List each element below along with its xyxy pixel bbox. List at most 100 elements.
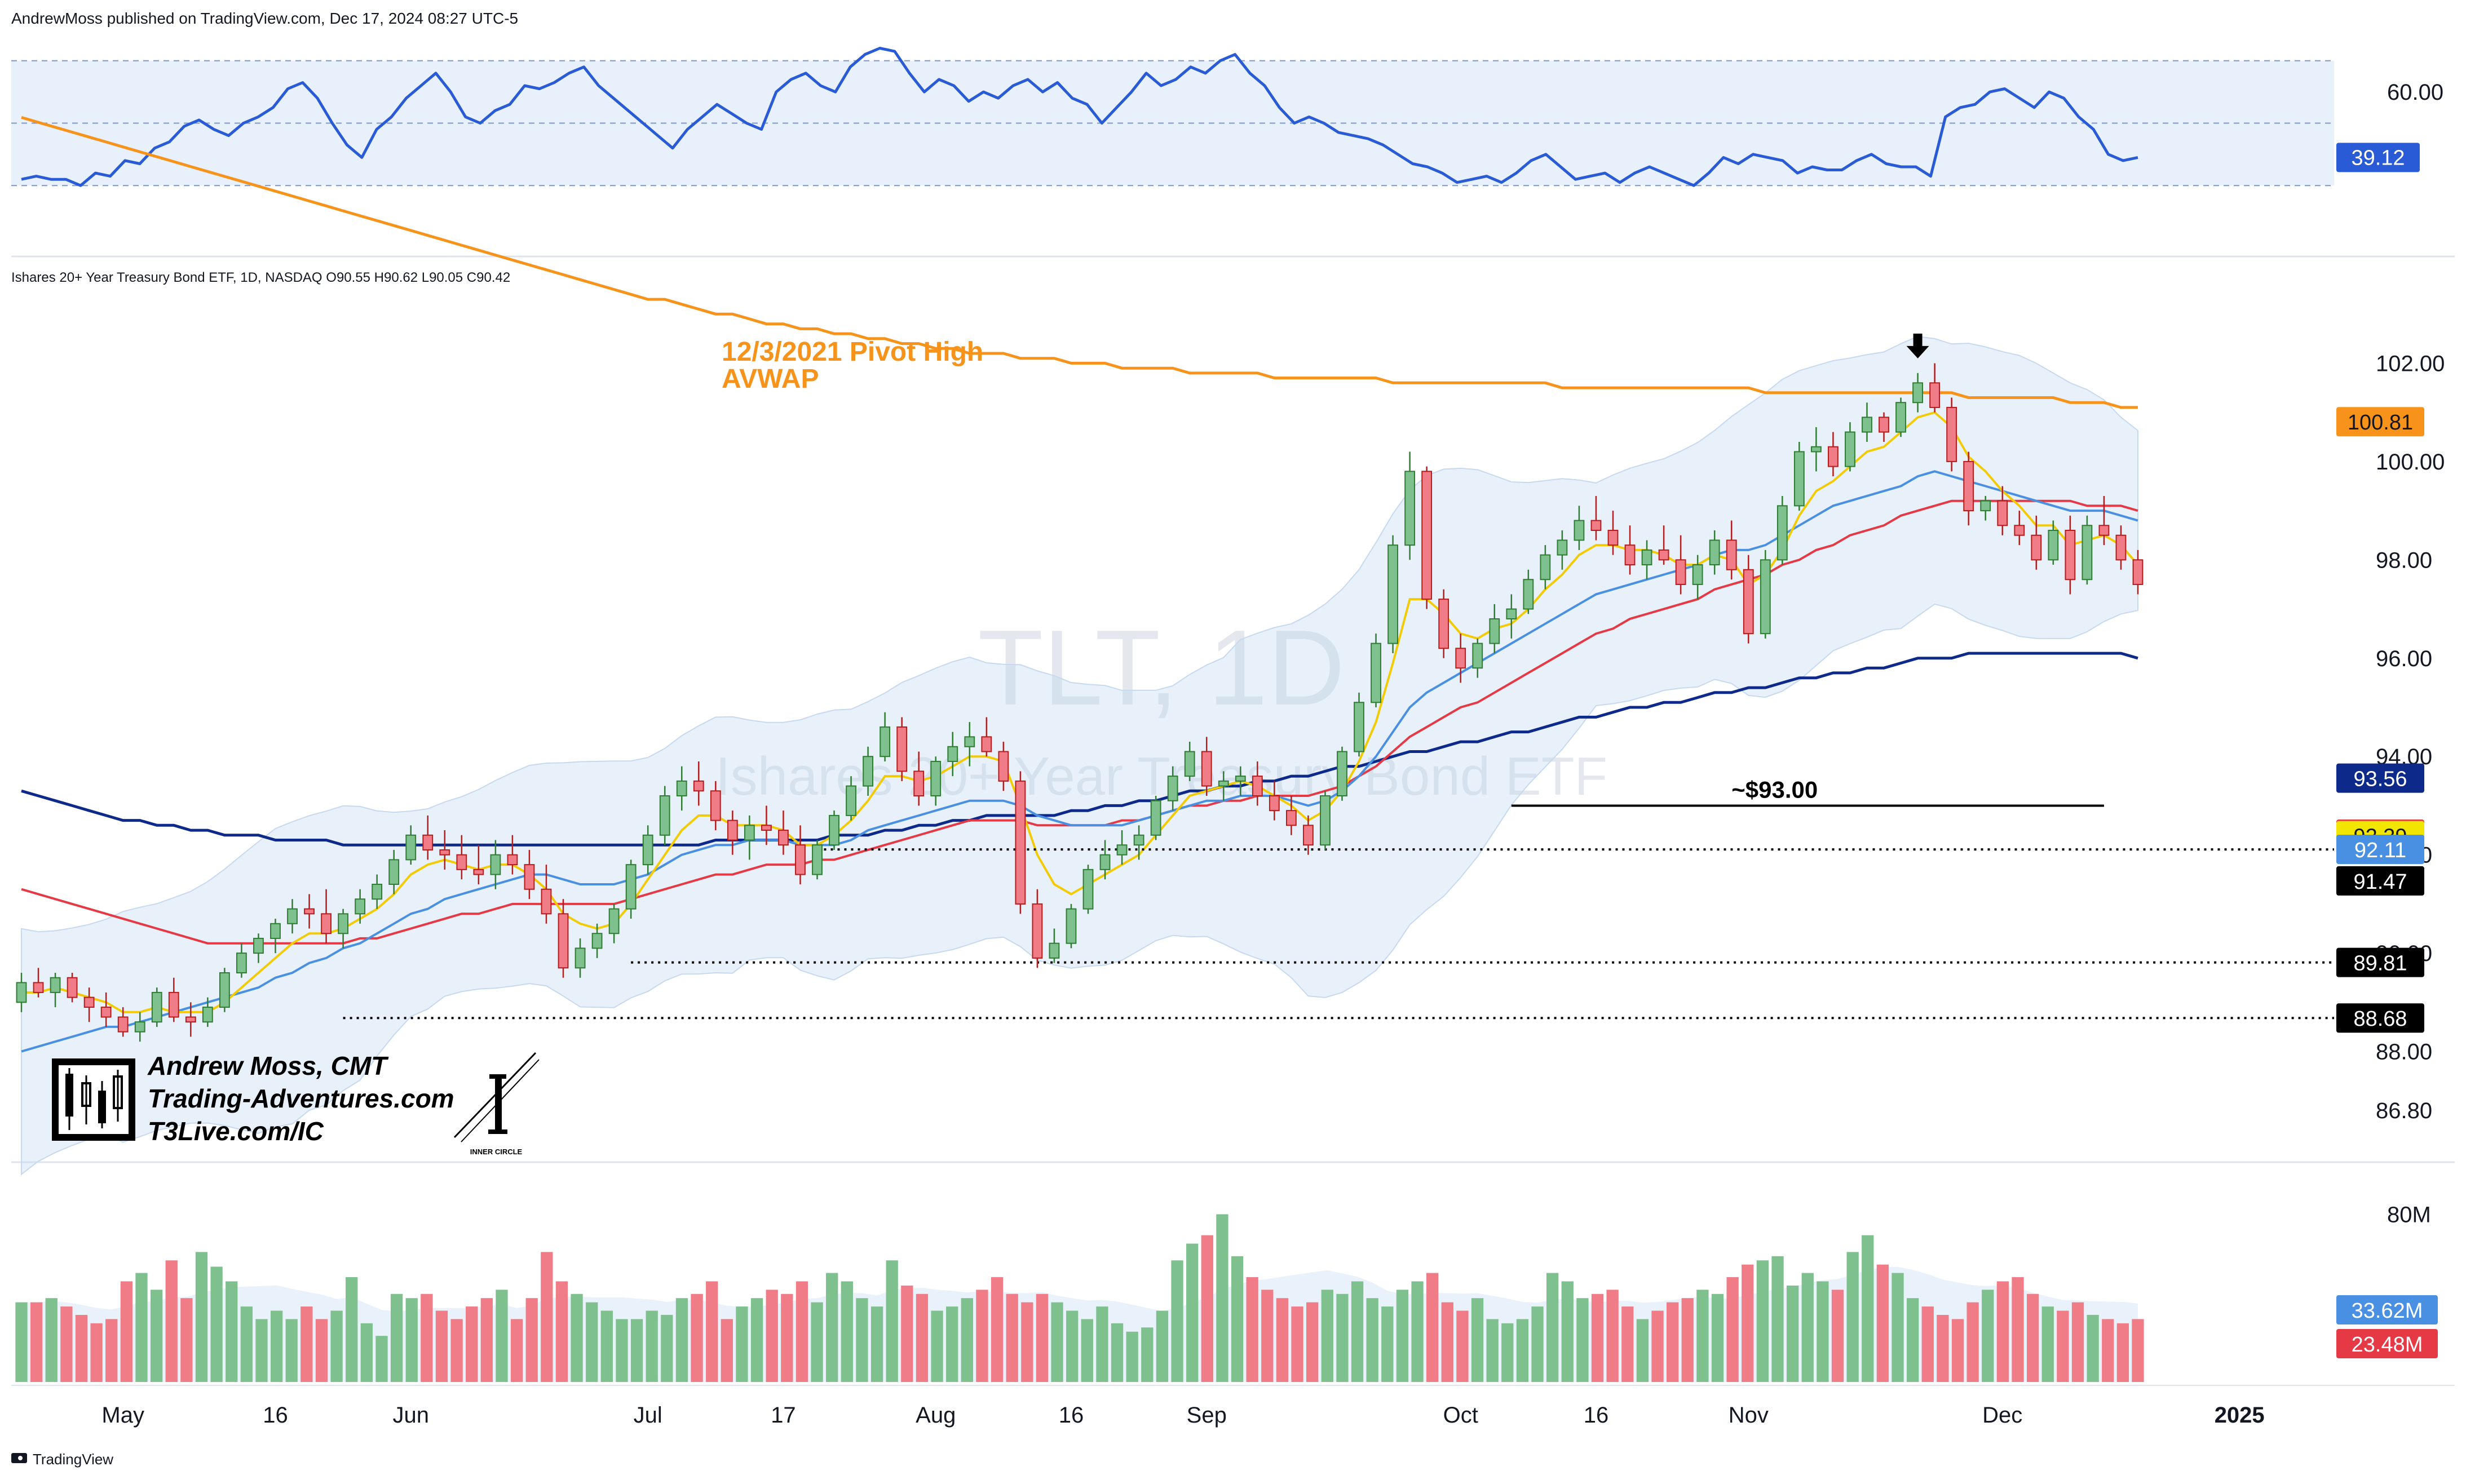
volume-bar xyxy=(165,1260,178,1382)
volume-bar xyxy=(466,1306,478,1382)
volume-bar xyxy=(675,1298,688,1382)
candle-body xyxy=(372,884,383,900)
volume-bar xyxy=(390,1293,403,1382)
volume-bar xyxy=(1726,1277,1739,1382)
volume-bar xyxy=(1081,1319,1093,1382)
volume-bar xyxy=(586,1302,598,1382)
volume-bar xyxy=(1471,1298,1484,1382)
candle-body xyxy=(1032,903,1043,959)
date-tick-label: Dec xyxy=(1982,1403,2022,1428)
volume-bar xyxy=(375,1336,388,1382)
candle-body xyxy=(1371,643,1381,703)
candle-body xyxy=(1862,417,1872,433)
signature-link: T3Live.com/IC xyxy=(148,1117,324,1146)
volume-bar xyxy=(1921,1306,1934,1382)
volume-bar xyxy=(1516,1319,1529,1382)
candle-body xyxy=(1133,834,1144,846)
volume-bar xyxy=(1561,1281,1574,1382)
candle-body xyxy=(1946,406,1957,462)
volume-bar xyxy=(1441,1302,1453,1382)
avwap-annotation-subtitle: AVWAP xyxy=(722,364,819,394)
price-badge-label: 88.68 xyxy=(2353,1007,2407,1031)
candle-body xyxy=(422,834,434,850)
volume-badge-bg xyxy=(2336,1329,2438,1358)
avwap-line xyxy=(21,116,2138,409)
candle-body xyxy=(981,736,992,752)
candle-body xyxy=(930,760,942,797)
candle-body xyxy=(1218,780,1229,787)
candle-body xyxy=(388,859,400,885)
date-tick-label: Aug xyxy=(916,1403,956,1428)
volume-bar xyxy=(435,1310,448,1382)
volume-bar xyxy=(1742,1264,1754,1382)
price-tick-label: 86.80 xyxy=(2376,1098,2432,1123)
tradingview-logo-icon xyxy=(11,1453,27,1463)
date-tick-label: 16 xyxy=(263,1403,288,1428)
volume-bar xyxy=(571,1293,583,1382)
date-tick-label: Jul xyxy=(634,1403,662,1428)
rsi-last-value-badge xyxy=(2336,143,2420,172)
volume-bar xyxy=(1426,1273,1439,1382)
candle-body xyxy=(304,908,315,915)
volume-bar xyxy=(1231,1256,1244,1382)
candle-body xyxy=(2115,534,2127,561)
price-badge-bg xyxy=(2336,1003,2424,1033)
candle-body xyxy=(1167,776,1178,801)
candle-body xyxy=(490,854,501,875)
volume-bar xyxy=(1711,1293,1724,1382)
volume-bar xyxy=(315,1319,328,1382)
volume-bar xyxy=(1501,1323,1514,1382)
volume-bar xyxy=(1756,1260,1769,1382)
candle-body xyxy=(913,770,925,797)
candle-body xyxy=(2098,525,2110,536)
volume-bar xyxy=(1051,1302,1063,1382)
price-badge-label: 93.56 xyxy=(2353,768,2407,791)
volume-badges: 33.62M 23.48M xyxy=(2336,1295,2438,1358)
candle-body xyxy=(541,888,552,915)
volume-bar xyxy=(1892,1273,1904,1382)
candle-body xyxy=(574,947,586,969)
candle-body xyxy=(117,1016,129,1033)
volume-bar xyxy=(1021,1302,1033,1382)
volume-bar xyxy=(30,1302,43,1382)
date-tick-label: 17 xyxy=(771,1403,796,1428)
candle-body xyxy=(795,844,806,875)
candle-body xyxy=(1675,559,1686,585)
date-tick-label: 16 xyxy=(1059,1403,1084,1428)
candle-body xyxy=(846,785,856,816)
date-tick-label: Sep xyxy=(1187,1403,1227,1428)
avwap-annotation-title: 12/3/2021 Pivot High xyxy=(722,337,983,367)
volume-bar xyxy=(2116,1323,2129,1382)
price-tick-label: 100.00 xyxy=(2376,450,2445,475)
candle-body xyxy=(1116,844,1128,856)
date-tick-label: 16 xyxy=(1584,1403,1609,1428)
price-tick-label: 102.00 xyxy=(2376,351,2445,376)
volume-bar xyxy=(330,1310,343,1382)
candle-body xyxy=(1235,776,1246,782)
volume-bar xyxy=(1696,1290,1709,1382)
candle-body xyxy=(168,991,179,1018)
candle-body xyxy=(1997,500,2008,526)
candle-body xyxy=(642,834,653,866)
volume-bar xyxy=(750,1298,763,1382)
candle-body xyxy=(1082,869,1094,910)
candle-body xyxy=(338,913,349,934)
date-tick-label: Jun xyxy=(392,1403,429,1428)
candle-body xyxy=(202,1007,213,1023)
rsi-pane: 60.00 39.12 xyxy=(11,47,2443,187)
candle-body xyxy=(1066,908,1077,944)
candle-body xyxy=(507,854,518,866)
candle-body xyxy=(134,1021,145,1033)
volume-bar xyxy=(1396,1290,1409,1382)
pivot-arrow-shaft xyxy=(1913,333,1923,347)
candle-body xyxy=(727,819,738,841)
volume-bar xyxy=(886,1260,898,1382)
candle-body xyxy=(2048,530,2059,561)
volume-bar xyxy=(1862,1235,1874,1382)
candle-body xyxy=(947,746,958,762)
volume-bar xyxy=(721,1319,733,1382)
volume-bar xyxy=(226,1281,238,1382)
volume-bar xyxy=(1651,1310,1664,1382)
volume-bar xyxy=(616,1319,628,1382)
volume-bar xyxy=(270,1310,283,1382)
